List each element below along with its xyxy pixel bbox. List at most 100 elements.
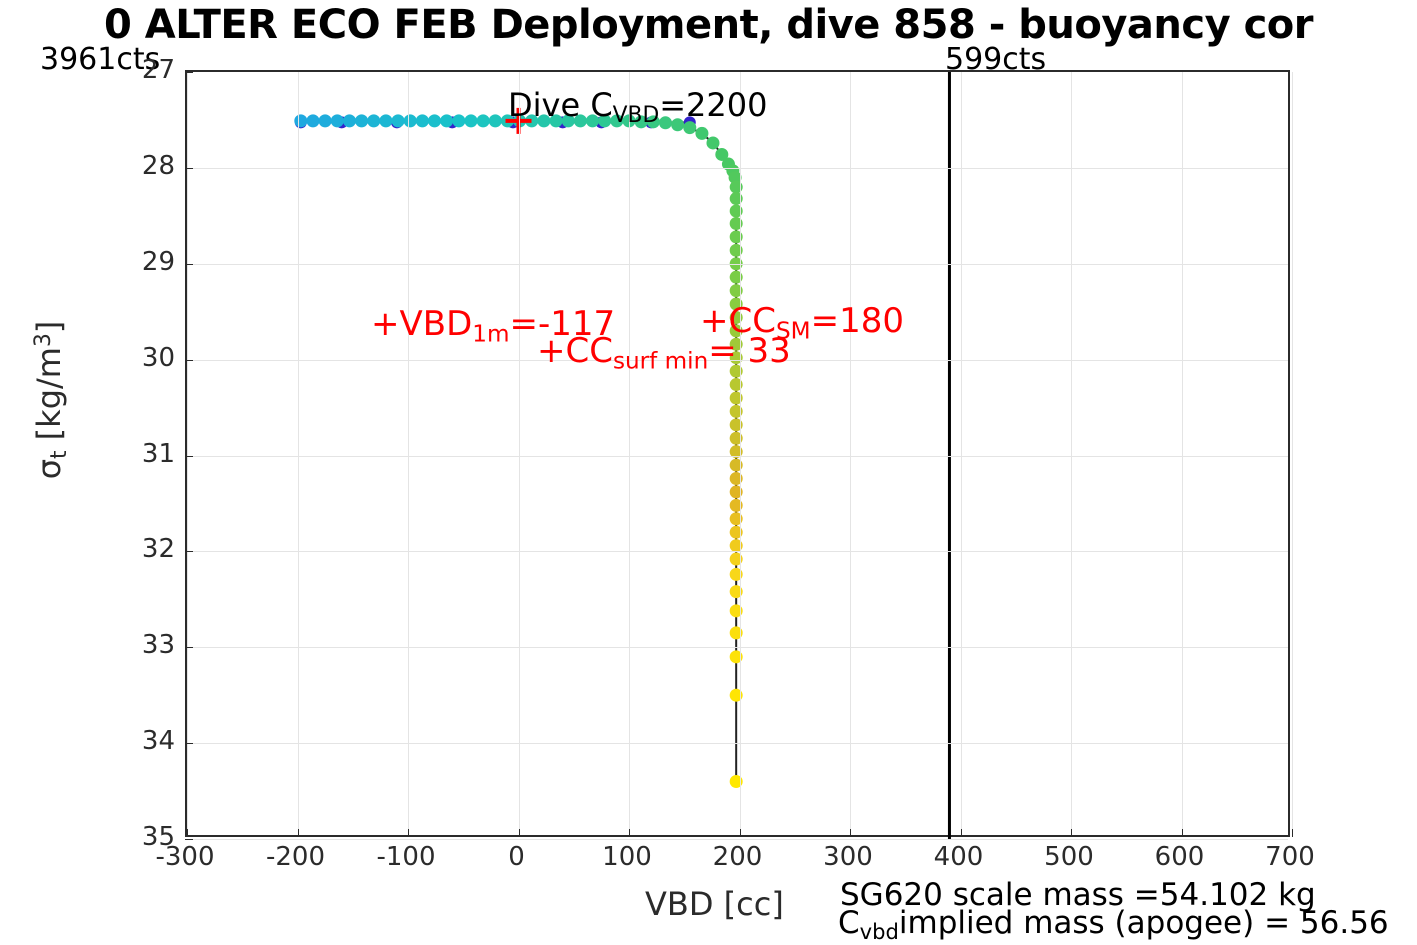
- data-point-primary: [428, 114, 442, 128]
- x-axis-tick: [850, 829, 851, 837]
- gridline-horizontal: [187, 359, 1288, 361]
- x-axis-tick: [408, 829, 409, 837]
- x-axis-tick: [1181, 829, 1183, 837]
- x-axis-tick: [1071, 829, 1072, 837]
- y-axis-subscript: t: [47, 450, 73, 460]
- ccsurf-subscript: surf min: [612, 348, 709, 375]
- gridline-vertical: [297, 72, 299, 835]
- y-axis-tick: [185, 167, 193, 169]
- x-axis-tick-label: -100: [376, 842, 436, 872]
- x-axis-tick-label: -200: [265, 842, 326, 872]
- data-point-primary: [729, 418, 743, 432]
- gridline-vertical: [850, 72, 851, 835]
- y-axis-label: σt [kg/m3]: [30, 250, 72, 550]
- data-point-primary: [464, 114, 478, 128]
- data-point-primary: [729, 431, 743, 445]
- data-point-primary: [355, 114, 369, 128]
- gridline-horizontal: [187, 551, 1288, 553]
- data-point-primary: [318, 114, 332, 128]
- data-point-primary: [729, 552, 743, 566]
- x-axis-tick: [297, 829, 299, 837]
- data-point-primary: [729, 626, 743, 640]
- data-point-primary: [440, 114, 454, 128]
- y-axis-units: [kg/m: [30, 347, 68, 451]
- x-axis-tick-label: 600: [1154, 842, 1205, 872]
- y-axis-superscript: 3: [31, 333, 57, 348]
- data-point-primary: [729, 567, 743, 581]
- cts-label-left: 3961cts: [40, 42, 161, 77]
- data-point-primary: [342, 114, 356, 128]
- y-axis-tick-label: 35: [141, 822, 175, 852]
- annotation-cc-sm: +CCSM=180: [700, 301, 904, 344]
- gridline-horizontal: [187, 839, 1288, 840]
- data-point-secondary: [446, 116, 459, 129]
- data-point-secondary: [335, 116, 348, 129]
- x-axis-tick-label: 200: [712, 842, 763, 872]
- data-point-primary: [729, 404, 743, 418]
- data-point-primary: [729, 650, 743, 664]
- dive-cvbd-prefix: Dive C: [508, 86, 613, 124]
- x-axis-tick-label: 500: [1044, 842, 1094, 872]
- y-axis-tick-label: 28: [141, 150, 175, 181]
- vbd1m-subscript: 1m: [472, 321, 510, 348]
- dive-cvbd-subscript: VBD: [612, 103, 660, 129]
- data-point-primary: [726, 164, 740, 178]
- data-point-primary: [729, 216, 743, 230]
- dive-cvbd-value: =2200: [659, 86, 768, 124]
- y-axis-tick-label: 29: [141, 246, 175, 277]
- page-title: 0 ALTER ECO FEB Deployment, dive 858 - b…: [103, 2, 1314, 48]
- data-point-primary: [729, 192, 743, 206]
- x-axis-tick: [1292, 829, 1293, 837]
- gridline-vertical: [739, 72, 741, 835]
- gridline-vertical: [408, 72, 409, 835]
- gridline-vertical: [518, 72, 520, 835]
- data-point-primary: [367, 114, 381, 128]
- ccsurf-prefix: +CC: [537, 331, 613, 371]
- ccsm-value: =180: [810, 301, 904, 341]
- data-point-primary: [294, 114, 308, 128]
- note-scale-mass: SG620 scale mass =54.102 kg: [840, 877, 1316, 913]
- y-axis-tick-label: 33: [141, 630, 175, 661]
- annotation-cc-surf-min: +CCsurf min= 33: [537, 331, 791, 374]
- vbd1m-plus: +VBD: [371, 304, 473, 344]
- data-point-primary: [729, 604, 743, 618]
- data-point-primary: [379, 114, 393, 128]
- data-point-primary: [330, 114, 344, 128]
- plot-area: [185, 70, 1293, 840]
- data-point-primary: [403, 114, 417, 128]
- x-axis-label: VBD [cc]: [645, 885, 784, 923]
- data-point-primary: [415, 114, 429, 128]
- y-axis-tick: [185, 263, 193, 265]
- data-point-primary: [391, 114, 405, 128]
- data-point-primary: [729, 458, 743, 472]
- x-axis-tick: [739, 829, 741, 837]
- gridline-horizontal: [187, 647, 1288, 649]
- data-point-primary: [452, 114, 466, 128]
- y-axis-tick-label: 32: [141, 534, 175, 565]
- gridline-horizontal: [187, 455, 1288, 457]
- gridline-vertical: [960, 72, 962, 835]
- data-point-primary: [306, 114, 320, 128]
- data-point-primary: [729, 774, 743, 788]
- data-point-primary: [729, 485, 743, 499]
- gridline-horizontal: [187, 167, 1288, 169]
- data-point-primary: [695, 126, 709, 140]
- y-axis-tick-label: 34: [141, 726, 175, 757]
- data-point-primary: [729, 284, 743, 298]
- data-point-primary: [729, 378, 743, 392]
- ccsm-subscript: SM: [775, 318, 811, 345]
- implied-text: implied mass (apogee) = 56.56: [898, 905, 1389, 941]
- x-axis-tick: [187, 829, 188, 837]
- data-point-primary: [729, 525, 743, 539]
- ccsm-prefix: +CC: [700, 301, 776, 341]
- data-point-primary: [715, 147, 729, 161]
- x-axis-tick-label: 100: [602, 842, 652, 872]
- implied-subscript: vbd: [859, 918, 899, 944]
- y-axis-tick-label: 30: [141, 342, 175, 373]
- data-point-primary: [729, 204, 743, 218]
- y-axis-tick: [185, 839, 193, 840]
- y-axis-tick: [185, 455, 193, 457]
- y-axis-tick: [185, 551, 193, 553]
- gridline-vertical: [187, 72, 188, 835]
